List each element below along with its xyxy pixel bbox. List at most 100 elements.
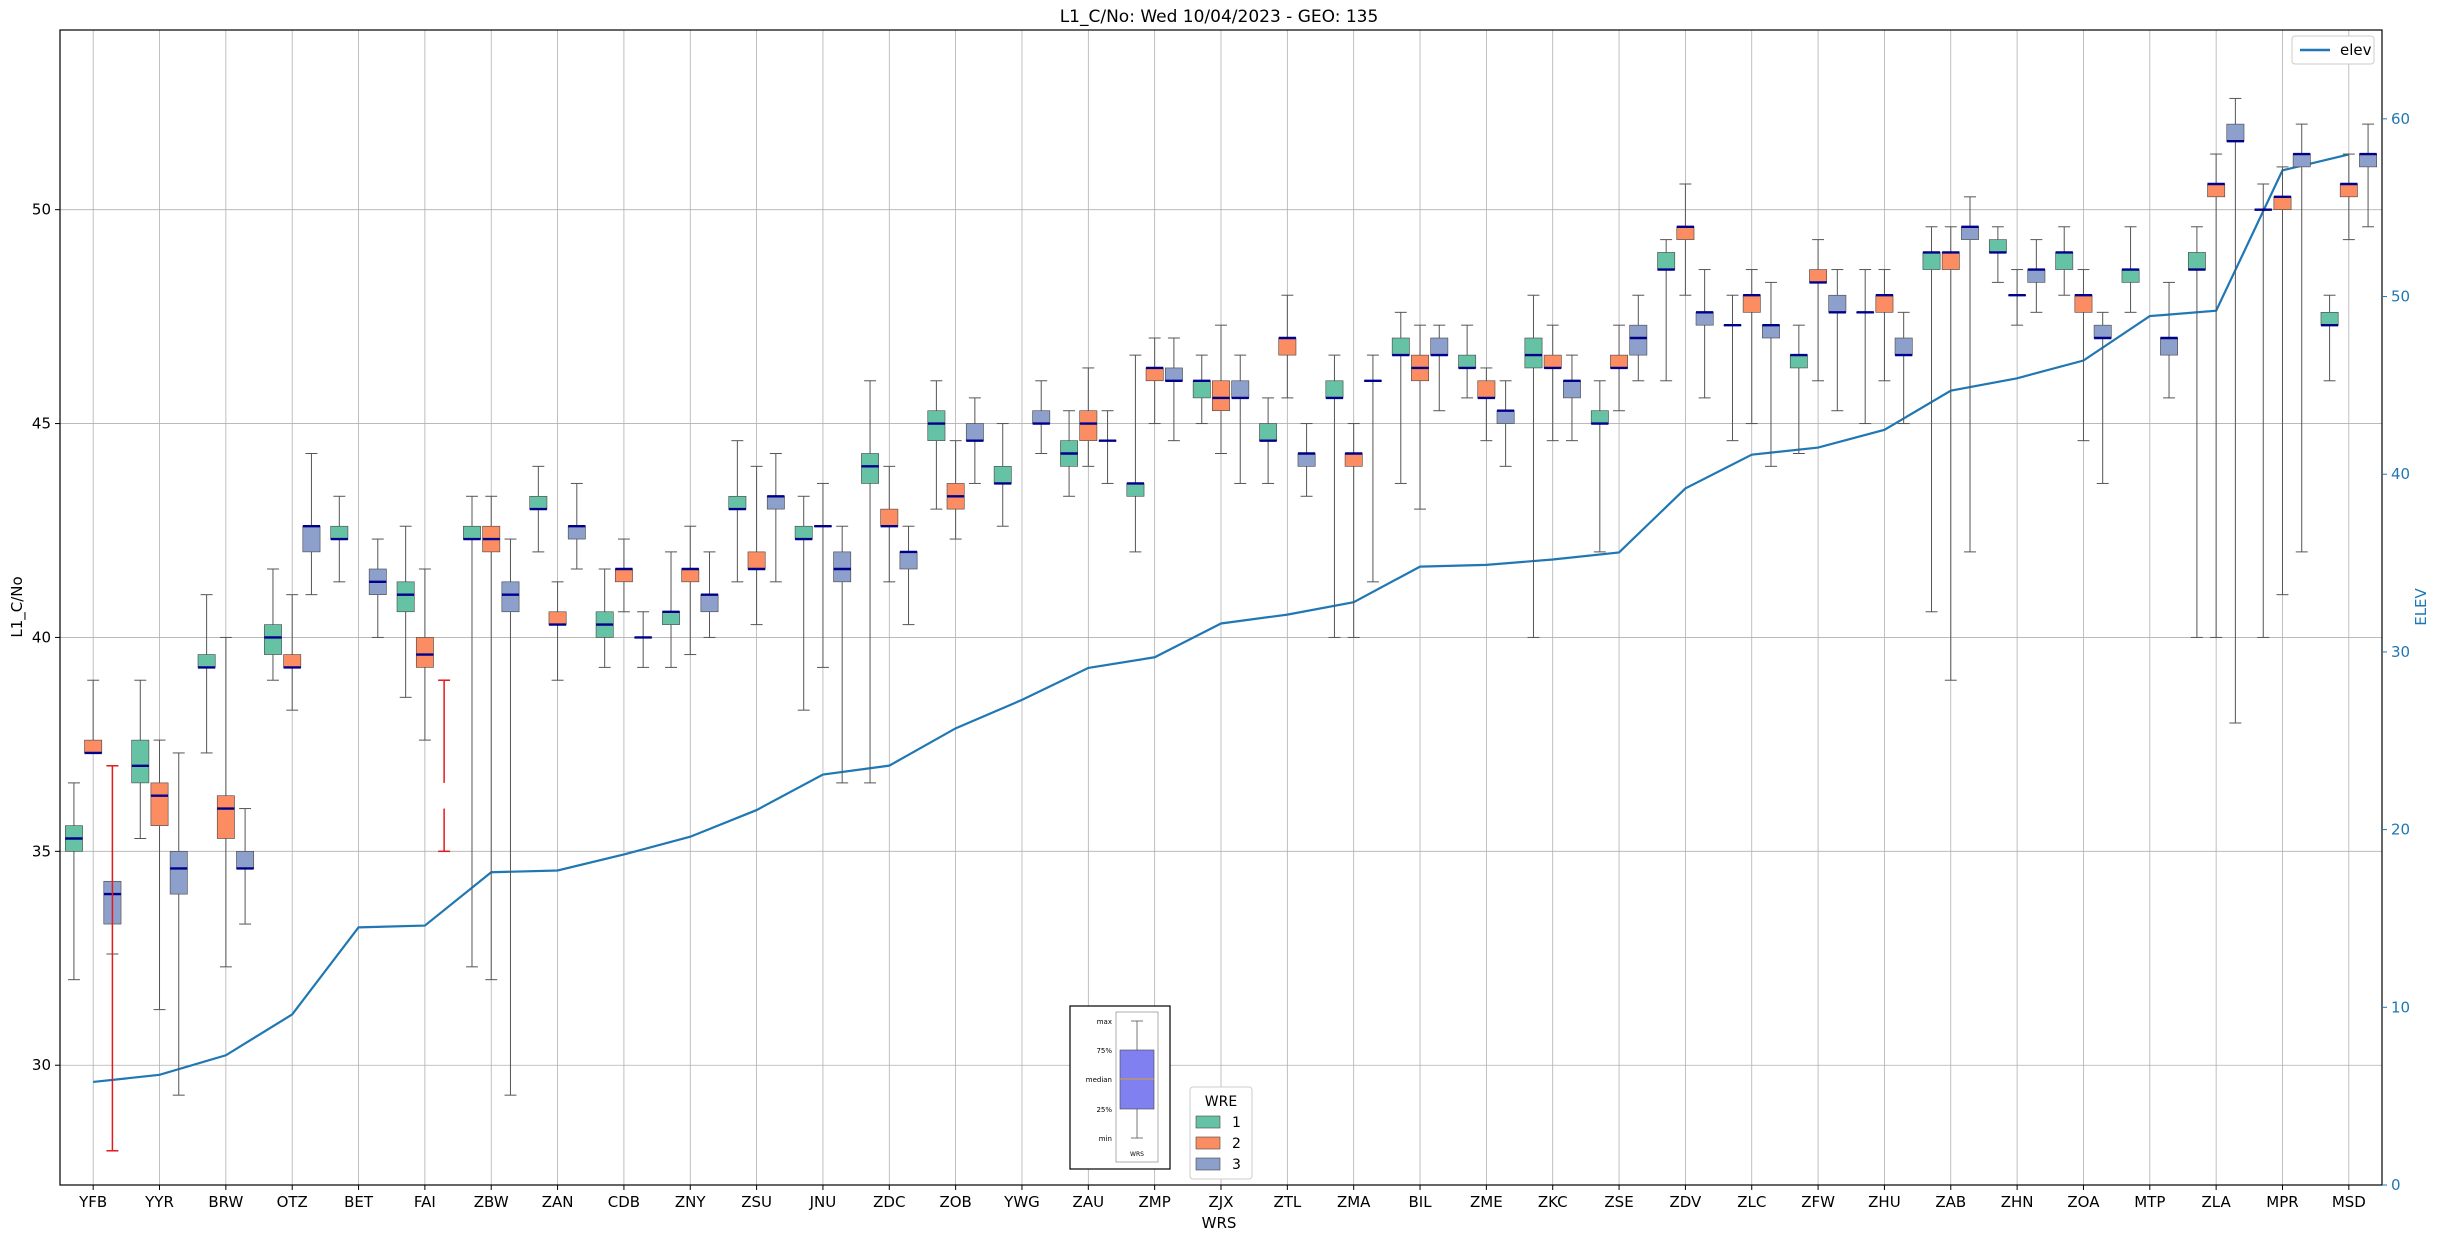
- box-zau-wre3: [1098, 410, 1117, 484]
- box-zme-wre3: [1496, 380, 1515, 467]
- box-zkc-wre1: [1524, 294, 1543, 638]
- y2-tick-label: 40: [2391, 465, 2410, 483]
- iqr-box: [396, 581, 415, 613]
- iqr-box: [1278, 337, 1297, 356]
- box-jnu-wre2: [814, 482, 832, 668]
- x-tick-label: ZAU: [1073, 1193, 1105, 1211]
- box-zme-wre1: [1458, 324, 1477, 399]
- x-tick-label: ZOB: [939, 1193, 971, 1211]
- iqr-box: [2027, 269, 2046, 283]
- iqr-box: [681, 568, 700, 583]
- x-tick-label: ZME: [1470, 1193, 1503, 1211]
- box-zoa-wre3: [2093, 311, 2112, 484]
- wre-legend-label-2: 2: [1232, 1136, 1241, 1152]
- iqr-box: [1809, 269, 1828, 283]
- iqr-box: [1032, 410, 1051, 424]
- x-tick-label: OTZ: [277, 1193, 308, 1211]
- box-yyr-wre3: [169, 752, 188, 1096]
- iqr-box: [1458, 354, 1477, 369]
- key-label-median: median: [1086, 1076, 1112, 1084]
- y2-tick-label: 10: [2391, 998, 2410, 1016]
- key-label-q3: 75%: [1096, 1047, 1112, 1055]
- box-zsu-wre3: [766, 453, 785, 583]
- iqr-box: [264, 624, 282, 655]
- y2-tick-label: 60: [2391, 110, 2410, 128]
- box-zdv-wre2: [1676, 183, 1695, 296]
- iqr-box: [1894, 337, 1913, 356]
- box-zob-wre3: [965, 397, 984, 484]
- iqr-box: [197, 654, 216, 668]
- box-zbw-wre3: [501, 538, 520, 1096]
- iqr-box: [1079, 410, 1098, 441]
- x-tick-label: ZHU: [1868, 1193, 1901, 1211]
- iqr-box: [861, 453, 879, 484]
- iqr-box: [927, 410, 946, 441]
- iqr-box: [131, 739, 150, 784]
- iqr-box: [1590, 410, 1609, 424]
- wre-legend: WRE 1 2 3: [1189, 1086, 1253, 1180]
- iqr-box: [1657, 252, 1676, 270]
- box-zse-wre2: [1610, 324, 1628, 412]
- iqr-box: [1344, 453, 1363, 467]
- x-tick-label: YYR: [144, 1193, 174, 1211]
- iqr-box: [2074, 294, 2093, 313]
- box-ztl-wre3: [1297, 423, 1316, 497]
- x-tick-label: ZDC: [873, 1193, 905, 1211]
- iqr-box: [1610, 354, 1628, 369]
- x-tick-label: BRW: [208, 1193, 243, 1211]
- x-tick-label: YWG: [1003, 1193, 1040, 1211]
- iqr-box: [150, 782, 169, 826]
- box-bil-wre3: [1430, 324, 1449, 412]
- box-zan-wre3: [567, 482, 586, 570]
- box-zan-wre2: [548, 581, 567, 681]
- box-yfb-wre2: [84, 679, 103, 755]
- x-tick-label: ZKC: [1538, 1193, 1568, 1211]
- iqr-box: [747, 551, 766, 570]
- box-mtp-wre1: [2121, 226, 2140, 313]
- x-tick-label: MSD: [2332, 1193, 2366, 1211]
- box-zla-wre3: [2226, 97, 2245, 724]
- x-tick-label: FAI: [414, 1193, 436, 1211]
- box-zjx-wre2: [1212, 324, 1230, 454]
- x-tick-label: ZAB: [1935, 1193, 1966, 1211]
- box-bil-wre1: [1391, 311, 1410, 484]
- y2-tick-label: 30: [2391, 643, 2410, 661]
- box-zjx-wre3: [1231, 354, 1250, 484]
- iqr-box: [1742, 294, 1761, 313]
- box-cdb-wre3: [634, 611, 653, 668]
- y-tick-label: 35: [32, 842, 51, 860]
- y-tick-label: 45: [32, 415, 51, 433]
- iqr-box: [899, 551, 918, 570]
- x-tick-label: ZFW: [1801, 1193, 1835, 1211]
- box-ztl-wre2: [1278, 294, 1297, 399]
- iqr-box: [1231, 380, 1250, 399]
- box-zau-wre1: [1060, 410, 1078, 497]
- box-zmp-wre3: [1164, 337, 1183, 442]
- iqr-box: [283, 654, 302, 668]
- box-zma-wre2: [1344, 423, 1363, 638]
- box-yfb-wre3: [106, 765, 119, 1152]
- box-zbw-wre1: [463, 495, 481, 968]
- iqr-box: [169, 851, 188, 895]
- iqr-box: [2273, 196, 2292, 210]
- iqr-box: [1126, 483, 1145, 497]
- box-msd-wre3: [2359, 123, 2377, 228]
- box-yyr-wre2: [150, 739, 169, 1011]
- iqr-box: [880, 508, 899, 527]
- x-tick-label: ZJX: [1209, 1193, 1234, 1211]
- iqr-box: [567, 525, 586, 540]
- iqr-box: [1259, 423, 1278, 441]
- box-zjx-wre1: [1192, 354, 1211, 425]
- box-zlc-wre2: [1742, 269, 1761, 425]
- iqr-box: [216, 795, 235, 839]
- x-tick-label: ZSE: [1604, 1193, 1633, 1211]
- x-tick-label: ZAN: [542, 1193, 574, 1211]
- iqr-box: [1922, 252, 1941, 270]
- iqr-box: [2055, 252, 2074, 270]
- box-zny-wre1: [662, 551, 680, 668]
- x-tick-label: JNU: [809, 1193, 837, 1211]
- y-tick-label: 50: [32, 201, 51, 219]
- box-zse-wre1: [1590, 380, 1609, 553]
- elev-series-line: [93, 153, 2350, 1084]
- box-zoa-wre2: [2074, 269, 2093, 442]
